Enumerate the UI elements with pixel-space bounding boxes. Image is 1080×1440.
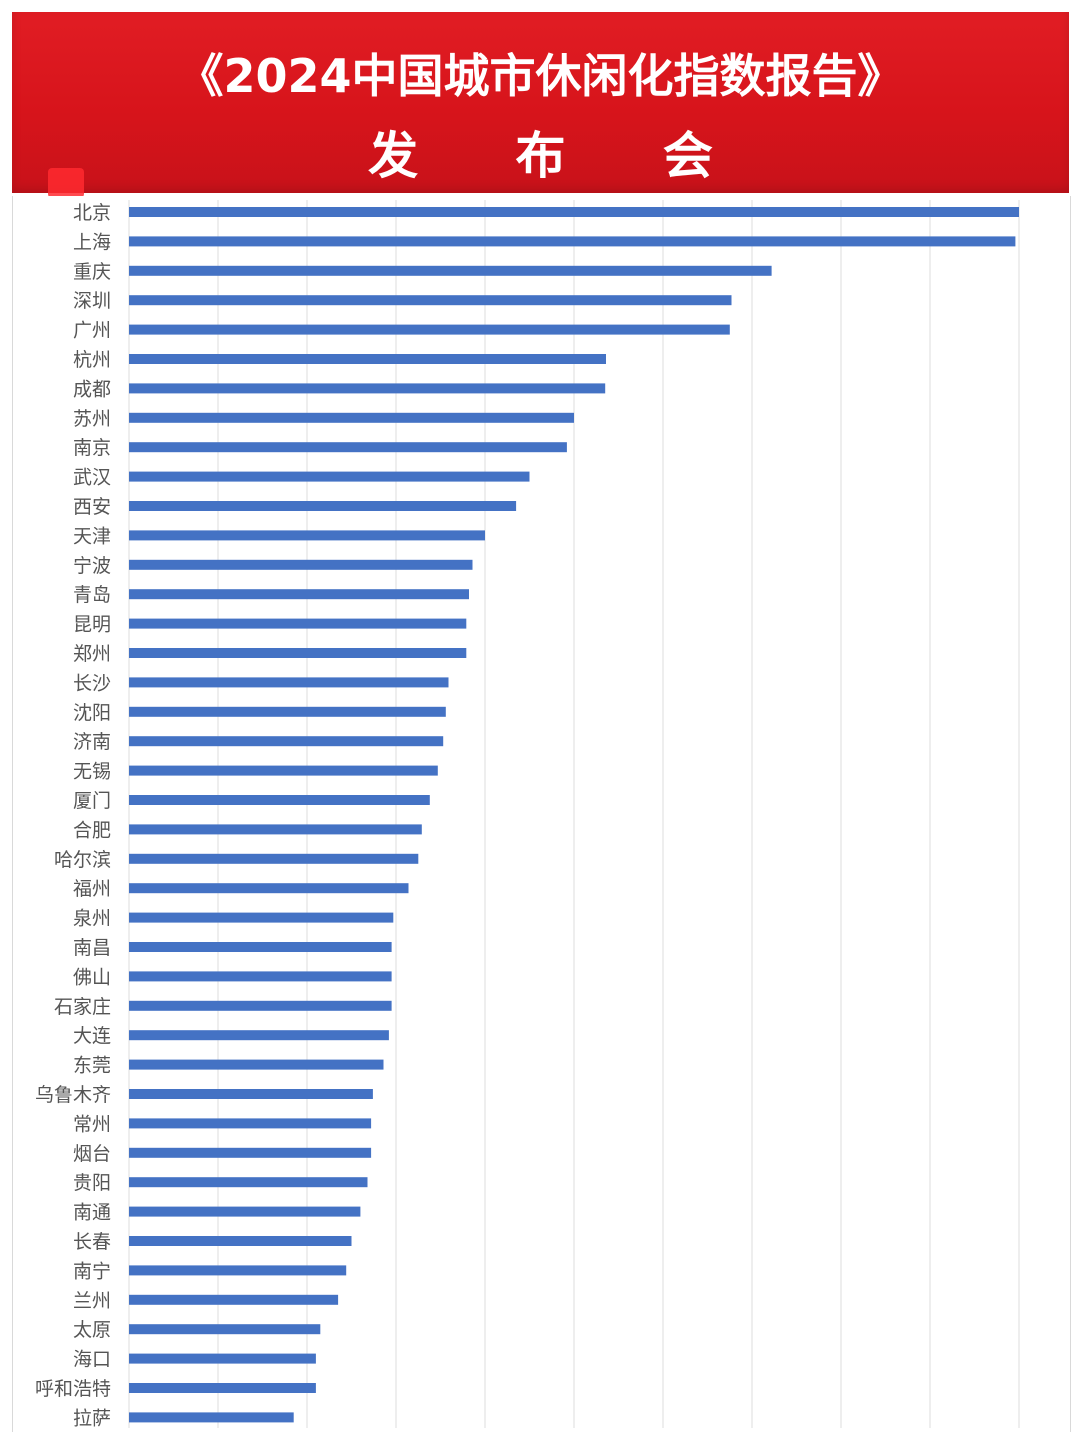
category-label: 呼和浩特: [35, 1378, 111, 1400]
category-label: 贵阳: [73, 1172, 111, 1194]
bar-chart: 北京上海重庆深圳广州杭州成都苏州南京武汉西安天津宁波青岛昆明郑州长沙沈阳济南无锡…: [35, 200, 1020, 1429]
bar-南京: [129, 442, 567, 453]
category-label: 深圳: [73, 290, 111, 312]
bar-沈阳: [129, 706, 446, 717]
header-banner: 《2024中国城市休闲化指数报告》 发 布 会: [12, 12, 1069, 198]
bar-layer: [129, 207, 1019, 1423]
bar-太原: [129, 1324, 321, 1335]
bar-泉州: [129, 912, 394, 923]
category-label: 大连: [73, 1025, 111, 1047]
bar-长沙: [129, 677, 449, 688]
category-label: 武汉: [73, 467, 111, 489]
category-label: 昆明: [73, 614, 111, 636]
label-layer: 北京上海重庆深圳广州杭州成都苏州南京武汉西安天津宁波青岛昆明郑州长沙沈阳济南无锡…: [35, 202, 111, 1429]
bar-南昌: [129, 942, 392, 952]
category-label: 济南: [73, 731, 111, 753]
category-label: 石家庄: [54, 996, 111, 1018]
banner-title: 《2024中国城市休闲化指数报告》: [177, 49, 904, 103]
category-label: 拉萨: [73, 1407, 111, 1429]
bar-广州: [129, 324, 730, 335]
bar-南通: [129, 1206, 361, 1217]
category-label: 太原: [73, 1319, 111, 1341]
bar-拉萨: [129, 1412, 294, 1423]
bar-宁波: [129, 559, 473, 570]
category-label: 南通: [73, 1202, 111, 1224]
bar-大连: [129, 1030, 389, 1041]
bar-长春: [129, 1236, 352, 1246]
category-label: 广州: [73, 320, 111, 342]
category-label: 佛山: [73, 966, 111, 988]
bar-佛山: [129, 971, 392, 982]
category-label: 宁波: [73, 555, 111, 577]
bar-呼和浩特: [129, 1383, 316, 1393]
category-label: 南京: [73, 437, 111, 459]
category-label: 无锡: [73, 761, 111, 783]
category-label: 乌鲁木齐: [35, 1084, 111, 1106]
bar-昆明: [129, 618, 467, 629]
category-label: 合肥: [73, 819, 111, 841]
category-label: 杭州: [73, 349, 111, 371]
bar-深圳: [129, 295, 732, 306]
category-label: 东莞: [73, 1055, 111, 1077]
bar-哈尔滨: [129, 853, 419, 864]
bar-杭州: [129, 354, 606, 364]
banner-mark: [48, 168, 84, 198]
bar-福州: [129, 883, 409, 894]
bar-无锡: [129, 765, 438, 776]
bar-苏州: [129, 412, 574, 423]
bar-上海: [129, 236, 1016, 247]
bar-济南: [129, 736, 444, 747]
bar-重庆: [129, 265, 772, 276]
bar-东莞: [129, 1059, 384, 1070]
category-label: 哈尔滨: [54, 849, 111, 871]
bar-青岛: [129, 589, 469, 600]
category-label: 烟台: [73, 1143, 111, 1165]
category-label: 厦门: [73, 790, 111, 812]
bar-北京: [129, 207, 1019, 217]
category-label: 上海: [73, 231, 111, 253]
bar-天津: [129, 530, 485, 541]
category-label: 南宁: [73, 1260, 111, 1282]
category-label: 长春: [73, 1231, 111, 1253]
grid-layer: [128, 200, 1020, 1428]
category-label: 郑州: [73, 643, 111, 665]
category-label: 南昌: [73, 937, 111, 959]
category-label: 天津: [73, 525, 111, 547]
category-label: 苏州: [73, 408, 111, 430]
category-label: 泉州: [73, 908, 111, 930]
bar-南宁: [129, 1265, 347, 1276]
category-label: 海口: [73, 1349, 111, 1371]
category-label: 成都: [73, 378, 111, 400]
category-label: 兰州: [73, 1290, 111, 1312]
bar-合肥: [129, 824, 422, 835]
chart-frame: 北京上海重庆深圳广州杭州成都苏州南京武汉西安天津宁波青岛昆明郑州长沙沈阳济南无锡…: [12, 196, 1071, 1432]
bar-西安: [129, 501, 517, 511]
bar-海口: [129, 1353, 316, 1364]
bar-郑州: [129, 648, 467, 658]
banner-subtitle: 发 布 会: [368, 127, 753, 185]
category-label: 长沙: [73, 672, 111, 694]
category-label: 重庆: [73, 261, 111, 283]
bar-烟台: [129, 1147, 372, 1158]
bar-乌鲁木齐: [129, 1089, 373, 1099]
bar-常州: [129, 1118, 372, 1129]
bar-武汉: [129, 471, 530, 482]
category-label: 常州: [73, 1113, 111, 1135]
category-label: 西安: [73, 496, 111, 518]
category-label: 北京: [73, 202, 111, 224]
bar-厦门: [129, 795, 430, 805]
bar-贵阳: [129, 1177, 368, 1188]
category-label: 福州: [73, 878, 111, 900]
category-label: 沈阳: [73, 702, 111, 724]
category-label: 青岛: [73, 584, 111, 606]
bar-兰州: [129, 1294, 339, 1305]
bar-石家庄: [129, 1000, 392, 1011]
bar-成都: [129, 383, 606, 394]
